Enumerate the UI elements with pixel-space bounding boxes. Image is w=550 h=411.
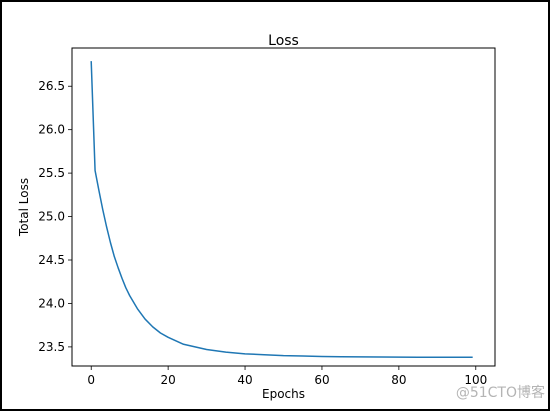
x-tick-label: 40 [237,373,252,387]
x-tick-label: 20 [160,373,175,387]
y-axis-label: Total Loss [17,178,31,237]
y-tick-label: 24.0 [38,296,65,310]
x-tick-label: 100 [464,373,487,387]
y-tick-label: 24.5 [38,253,65,267]
y-tick-label: 26.0 [38,123,65,137]
x-axis-label: Epochs [262,387,305,401]
x-axis-ticks: 0 20 40 60 80 100 [87,366,487,387]
x-tick-label: 80 [391,373,406,387]
y-axis-ticks: 23.5 24.0 24.5 25.0 25.5 26.0 26.5 [38,79,72,354]
chart-title: Loss [268,33,299,49]
watermark: @51CTO博客 [456,384,545,401]
y-tick-label: 26.5 [38,79,65,93]
y-tick-label: 23.5 [38,340,65,354]
series-line-0 [90,61,473,359]
x-tick-label: 0 [87,373,95,387]
plot-frame [71,47,496,367]
y-tick-label: 25.5 [38,166,65,180]
y-tick-label: 25.0 [38,210,65,224]
chart-marks [90,61,473,359]
x-tick-label: 60 [314,373,329,387]
plot-area [72,48,495,366]
